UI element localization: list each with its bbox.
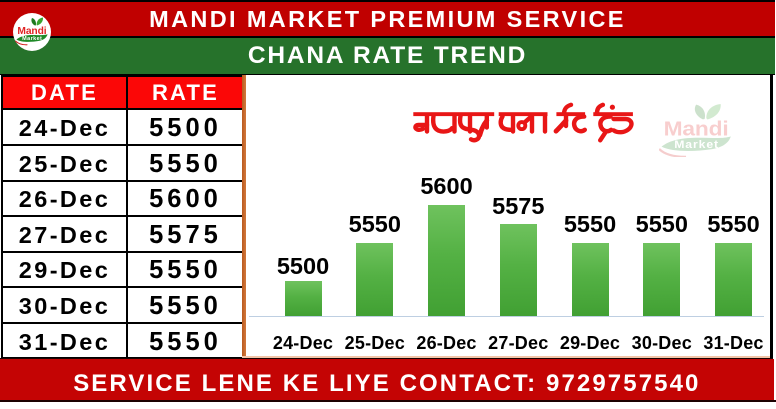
svg-text:Mandi: Mandi [17, 26, 46, 37]
svg-text:Market: Market [674, 139, 718, 150]
svg-text:Mandi: Mandi [664, 118, 729, 140]
svg-text:Market: Market [22, 36, 42, 42]
